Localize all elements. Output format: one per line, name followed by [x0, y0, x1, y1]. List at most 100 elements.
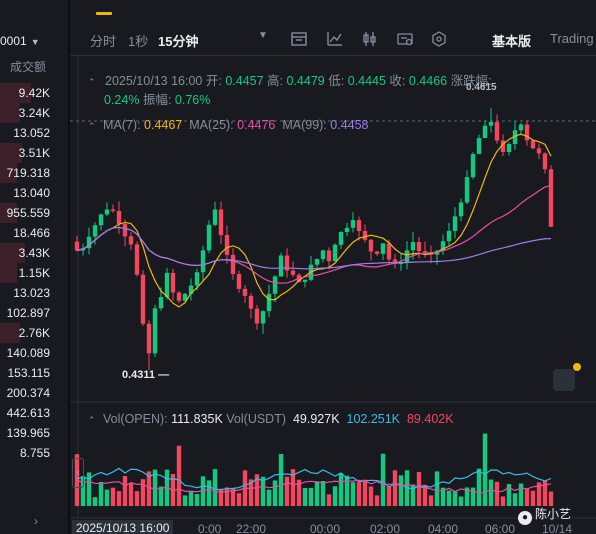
- basic-view-button[interactable]: 基本版: [492, 34, 532, 49]
- volume-bar: [224, 487, 230, 506]
- candle-body: [92, 225, 98, 237]
- time-share-button[interactable]: 分时: [90, 34, 117, 49]
- candle-body: [488, 121, 494, 126]
- order-book-row[interactable]: 13.052: [0, 122, 56, 144]
- depth-bar: [0, 103, 20, 123]
- chevron-up-icon[interactable]: ⌃: [88, 121, 96, 131]
- candle-body: [116, 210, 122, 225]
- candle-body: [236, 274, 242, 289]
- volume-bar: [212, 469, 218, 506]
- candle-body: [524, 124, 530, 141]
- low-value: 0.4445: [347, 74, 386, 88]
- volume-bar: [122, 476, 128, 506]
- volume-bar: [530, 490, 536, 506]
- avatar: ●: [518, 511, 532, 525]
- settings-tool-icon[interactable]: [396, 30, 414, 48]
- turnover-value: 442.613: [6, 406, 50, 420]
- user-badge[interactable]: ● 陈小艺: [518, 505, 571, 525]
- order-book-row[interactable]: 955.559: [0, 202, 56, 224]
- order-book-row[interactable]: 1.15K: [0, 262, 56, 284]
- order-book-row[interactable]: 3.51K: [0, 142, 56, 164]
- one-second-button[interactable]: 1秒: [128, 34, 149, 49]
- volume-bar: [260, 476, 266, 506]
- order-book-row[interactable]: 2.76K: [0, 322, 56, 344]
- volume-bar: [506, 484, 512, 506]
- time-axis-label: 10/14: [542, 522, 573, 534]
- candle-body: [434, 250, 440, 255]
- hexagon-settings-icon[interactable]: [430, 30, 448, 48]
- candle-body: [254, 308, 260, 324]
- user-name: 陈小艺: [535, 507, 572, 521]
- order-book-row[interactable]: 102.897: [0, 302, 56, 324]
- volume-bar: [428, 495, 434, 506]
- close-value: 0.4466: [408, 74, 448, 88]
- close-label: 收:: [389, 74, 406, 88]
- highest-price-marker: 0.4615: [466, 82, 497, 93]
- candle-body: [386, 243, 392, 260]
- candle-type-icon[interactable]: [361, 30, 379, 48]
- volume-bar: [452, 490, 458, 506]
- order-book-row[interactable]: 8.755: [0, 442, 56, 464]
- candle-body: [332, 244, 338, 262]
- low-label: 低:: [328, 74, 345, 88]
- candle-body: [128, 236, 134, 245]
- tradingview-button[interactable]: Trading: [550, 31, 594, 46]
- volume-bar: [518, 483, 524, 506]
- ma99-line: [76, 226, 552, 270]
- turnover-value: 955.559: [6, 206, 50, 220]
- depth-bar: [0, 323, 20, 343]
- candlestick-chart[interactable]: [70, 0, 596, 534]
- volume-bar: [134, 491, 140, 506]
- candle-body: [152, 308, 158, 354]
- vol-ma-b-value: 89.402K: [406, 412, 454, 426]
- collapse-left-button[interactable]: ‹: [72, 458, 84, 488]
- volume-bar: [320, 480, 326, 506]
- candle-body: [194, 272, 200, 286]
- candle-body: [134, 244, 140, 275]
- pair-selector[interactable]: 0001 ▼: [0, 34, 40, 48]
- volume-bar: [314, 481, 320, 506]
- candle-body: [410, 242, 416, 251]
- order-book-row[interactable]: 13.040: [0, 182, 56, 204]
- order-book-row[interactable]: 153.115: [0, 362, 56, 384]
- order-book-row[interactable]: 719.318: [0, 162, 56, 184]
- indicator-icon[interactable]: [326, 30, 344, 48]
- drawing-tool-button[interactable]: [553, 363, 581, 391]
- order-book-row[interactable]: 13.023: [0, 282, 56, 304]
- candle-body: [290, 270, 296, 275]
- ma25-label: MA(25):: [189, 118, 234, 132]
- caret-down-icon[interactable]: ▼: [30, 37, 40, 47]
- volume-legend: ⌃ Vol(OPEN): 111.835K Vol(USDT) 49.927K …: [88, 412, 454, 426]
- chevron-up-icon[interactable]: ⌃: [88, 77, 96, 87]
- chevron-up-icon[interactable]: ⌃: [88, 415, 96, 425]
- interval-15m-button[interactable]: 15分钟: [158, 34, 199, 49]
- time-axis-label: 0:00: [198, 522, 222, 534]
- pair-value[interactable]: 0001: [0, 34, 27, 48]
- volume-bar: [464, 487, 470, 506]
- depth-bar: [0, 83, 31, 103]
- volume-bar: [380, 453, 386, 506]
- depth-bar: [0, 203, 17, 223]
- order-book-row[interactable]: 140.089: [0, 342, 56, 364]
- calendar-icon[interactable]: [290, 30, 308, 48]
- ma7-value: 0.4467: [144, 118, 183, 132]
- panel-divider[interactable]: [68, 0, 70, 534]
- chevron-right-icon[interactable]: ›: [34, 514, 38, 528]
- candle-body: [104, 209, 110, 215]
- order-book-row[interactable]: 200.374: [0, 382, 56, 404]
- order-book-row[interactable]: 139.965: [0, 422, 56, 444]
- order-book-row[interactable]: 18.466: [0, 222, 56, 244]
- order-book-row[interactable]: 9.42K: [0, 82, 56, 104]
- time-axis-label: 06:00: [485, 522, 516, 534]
- candle-body: [350, 220, 356, 228]
- order-book-row[interactable]: 3.43K: [0, 242, 56, 264]
- candle-body: [536, 148, 542, 154]
- volume-bar: [512, 493, 518, 506]
- volume-bar: [440, 487, 446, 506]
- order-book-row[interactable]: 3.24K: [0, 102, 56, 124]
- interval-dropdown-icon[interactable]: ▼: [258, 30, 268, 41]
- candle-body: [302, 279, 308, 282]
- candle-body: [416, 242, 422, 252]
- order-book-row[interactable]: 442.613: [0, 402, 56, 424]
- turnover-value: 139.965: [6, 426, 50, 440]
